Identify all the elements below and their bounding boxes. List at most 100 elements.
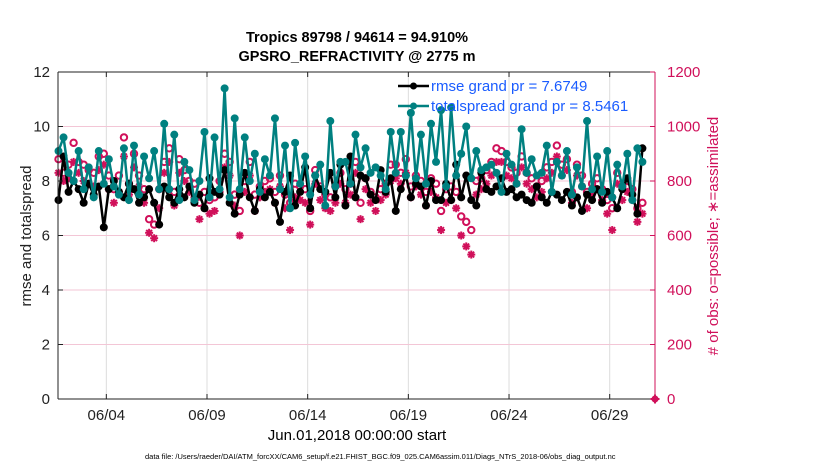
totalspread-point	[522, 168, 531, 177]
totalspread-point	[588, 185, 597, 194]
totalspread-point	[250, 149, 259, 158]
asterisk-stroke	[326, 207, 334, 215]
y-tick-label-left: 4	[42, 282, 50, 299]
totalspread-point	[230, 114, 239, 123]
assimilated-point	[195, 215, 204, 224]
assimilated-point	[462, 242, 471, 251]
rmse-point	[406, 193, 415, 202]
legend-marker-totalspread	[410, 102, 417, 110]
x-axis-label: Jun.01,2018 00:00:00 start	[268, 427, 447, 444]
assimilated-point	[608, 226, 617, 235]
totalspread-point	[195, 177, 204, 185]
totalspread-point	[401, 171, 410, 180]
totalspread-point	[240, 133, 249, 142]
assimilated-point	[109, 198, 118, 207]
totalspread-point	[391, 168, 400, 177]
totalspread-point	[140, 152, 149, 161]
rmse-point	[306, 204, 315, 213]
totalspread-point	[598, 187, 607, 196]
totalspread-point	[225, 193, 234, 202]
x-tick-label: 06/29	[591, 407, 629, 424]
asterisk-stroke	[457, 231, 465, 240]
totalspread-point	[371, 163, 380, 172]
legend-label-totalspread: totalspread grand pr = 8.5461	[431, 98, 628, 115]
possible-point	[462, 217, 471, 227]
assimilated-point	[306, 220, 315, 229]
totalspread-point	[552, 157, 561, 166]
totalspread-point	[69, 177, 78, 185]
totalspread-point	[547, 187, 556, 196]
rmse-point	[472, 201, 481, 210]
rmse-point	[386, 174, 395, 183]
totalspread-point	[104, 155, 113, 164]
rmse-point	[557, 196, 566, 205]
rmse-point	[54, 196, 63, 205]
totalspread-point	[356, 163, 365, 172]
totalspread-point	[527, 155, 536, 164]
rmse-point	[457, 193, 466, 202]
totalspread-point	[562, 147, 571, 156]
rmse-point	[527, 198, 536, 207]
totalspread-point	[462, 122, 471, 131]
totalspread-point	[84, 163, 93, 172]
totalspread-point	[89, 193, 98, 202]
totalspread-point	[220, 84, 229, 93]
asterisk-stroke	[553, 152, 561, 161]
y-tick-label-right: 600	[667, 228, 692, 245]
rmse-point	[366, 190, 375, 199]
totalspread-point	[346, 179, 355, 188]
totalspread-point	[275, 185, 284, 194]
rmse-point	[260, 193, 269, 202]
assimilated-point	[150, 234, 159, 243]
rmse-point	[613, 204, 622, 213]
rmse-point	[250, 206, 259, 215]
rmse-point	[145, 185, 154, 194]
totalspread-point	[442, 182, 451, 191]
totalspread-point	[416, 130, 425, 139]
totalspread-point	[281, 141, 290, 150]
y-tick-label-right: 1000	[667, 119, 700, 136]
asterisk-stroke	[306, 221, 314, 229]
rmse-point	[507, 185, 516, 194]
totalspread-point	[175, 196, 184, 205]
assimilated-point	[145, 228, 154, 237]
totalspread-point	[567, 190, 576, 199]
asterisk-stroke	[110, 199, 118, 207]
totalspread-point	[623, 149, 632, 158]
asterisk-stroke	[286, 226, 294, 234]
totalspread-point	[245, 177, 254, 185]
y-axis-label-left: rmse and totalspread	[18, 166, 35, 307]
possible-point	[356, 198, 365, 208]
totalspread-point	[638, 157, 647, 166]
assimilated-point	[210, 206, 219, 215]
totalspread-point	[270, 114, 279, 123]
asterisk-stroke	[633, 218, 641, 226]
asterisk-stroke	[613, 180, 621, 188]
assimilated-point	[316, 196, 325, 205]
assimilated-point	[286, 226, 295, 235]
totalspread-point	[99, 179, 108, 188]
totalspread-point	[119, 144, 128, 153]
totalspread-point	[150, 147, 159, 156]
legend-marker-rmse	[410, 82, 417, 90]
totalspread-point	[306, 190, 315, 199]
totalspread-point	[286, 204, 295, 213]
asterisk-stroke	[523, 180, 531, 188]
zero-obs-marker	[650, 394, 660, 404]
totalspread-point	[457, 149, 466, 158]
totalspread-point	[79, 185, 88, 194]
totalspread-point	[411, 174, 420, 183]
totalspread-point	[618, 182, 627, 191]
possible-point	[457, 212, 466, 221]
totalspread-point	[296, 179, 305, 188]
totalspread-point	[321, 201, 330, 210]
totalspread-point	[432, 157, 441, 166]
possible-point	[436, 206, 446, 216]
x-tick-label: 06/24	[490, 407, 528, 424]
totalspread-point	[557, 171, 566, 180]
asterisk-stroke	[608, 226, 616, 234]
y-tick-label-left: 0	[42, 391, 50, 408]
totalspread-point	[135, 190, 144, 199]
totalspread-point	[316, 160, 325, 169]
